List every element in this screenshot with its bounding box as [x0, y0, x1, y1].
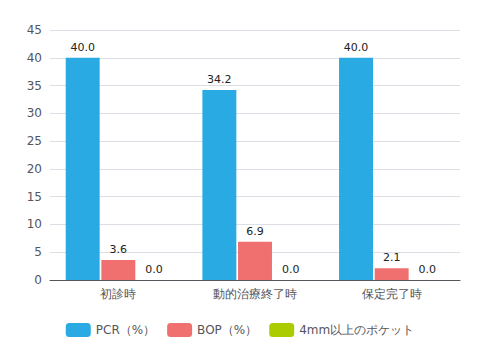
svg-text:0.0: 0.0: [282, 263, 300, 276]
svg-text:初診時: 初診時: [100, 287, 136, 301]
svg-text:0.0: 0.0: [145, 263, 163, 276]
svg-text:40.0: 40.0: [344, 41, 369, 54]
svg-text:3.6: 3.6: [110, 243, 128, 256]
svg-text:40.0: 40.0: [70, 41, 95, 54]
svg-text:PCR（%）: PCR（%）: [96, 323, 155, 337]
svg-text:BOP（%）: BOP（%）: [197, 323, 257, 337]
svg-text:保定完了時: 保定完了時: [362, 287, 422, 301]
svg-text:動的治療終了時: 動的治療終了時: [213, 287, 297, 301]
svg-text:45: 45: [27, 23, 42, 37]
svg-text:4mm以上のポケット: 4mm以上のポケット: [299, 323, 414, 337]
svg-text:10: 10: [27, 217, 42, 231]
svg-text:2.1: 2.1: [383, 251, 401, 264]
svg-text:35: 35: [27, 79, 42, 93]
svg-text:40: 40: [27, 51, 42, 65]
svg-text:15: 15: [27, 190, 42, 204]
svg-text:0: 0: [34, 273, 42, 287]
svg-text:20: 20: [27, 162, 42, 176]
svg-text:34.2: 34.2: [207, 73, 232, 86]
svg-text:30: 30: [27, 106, 42, 120]
svg-text:6.9: 6.9: [246, 225, 264, 238]
svg-text:0.0: 0.0: [419, 263, 437, 276]
svg-text:5: 5: [34, 245, 42, 259]
svg-text:25: 25: [27, 134, 42, 148]
